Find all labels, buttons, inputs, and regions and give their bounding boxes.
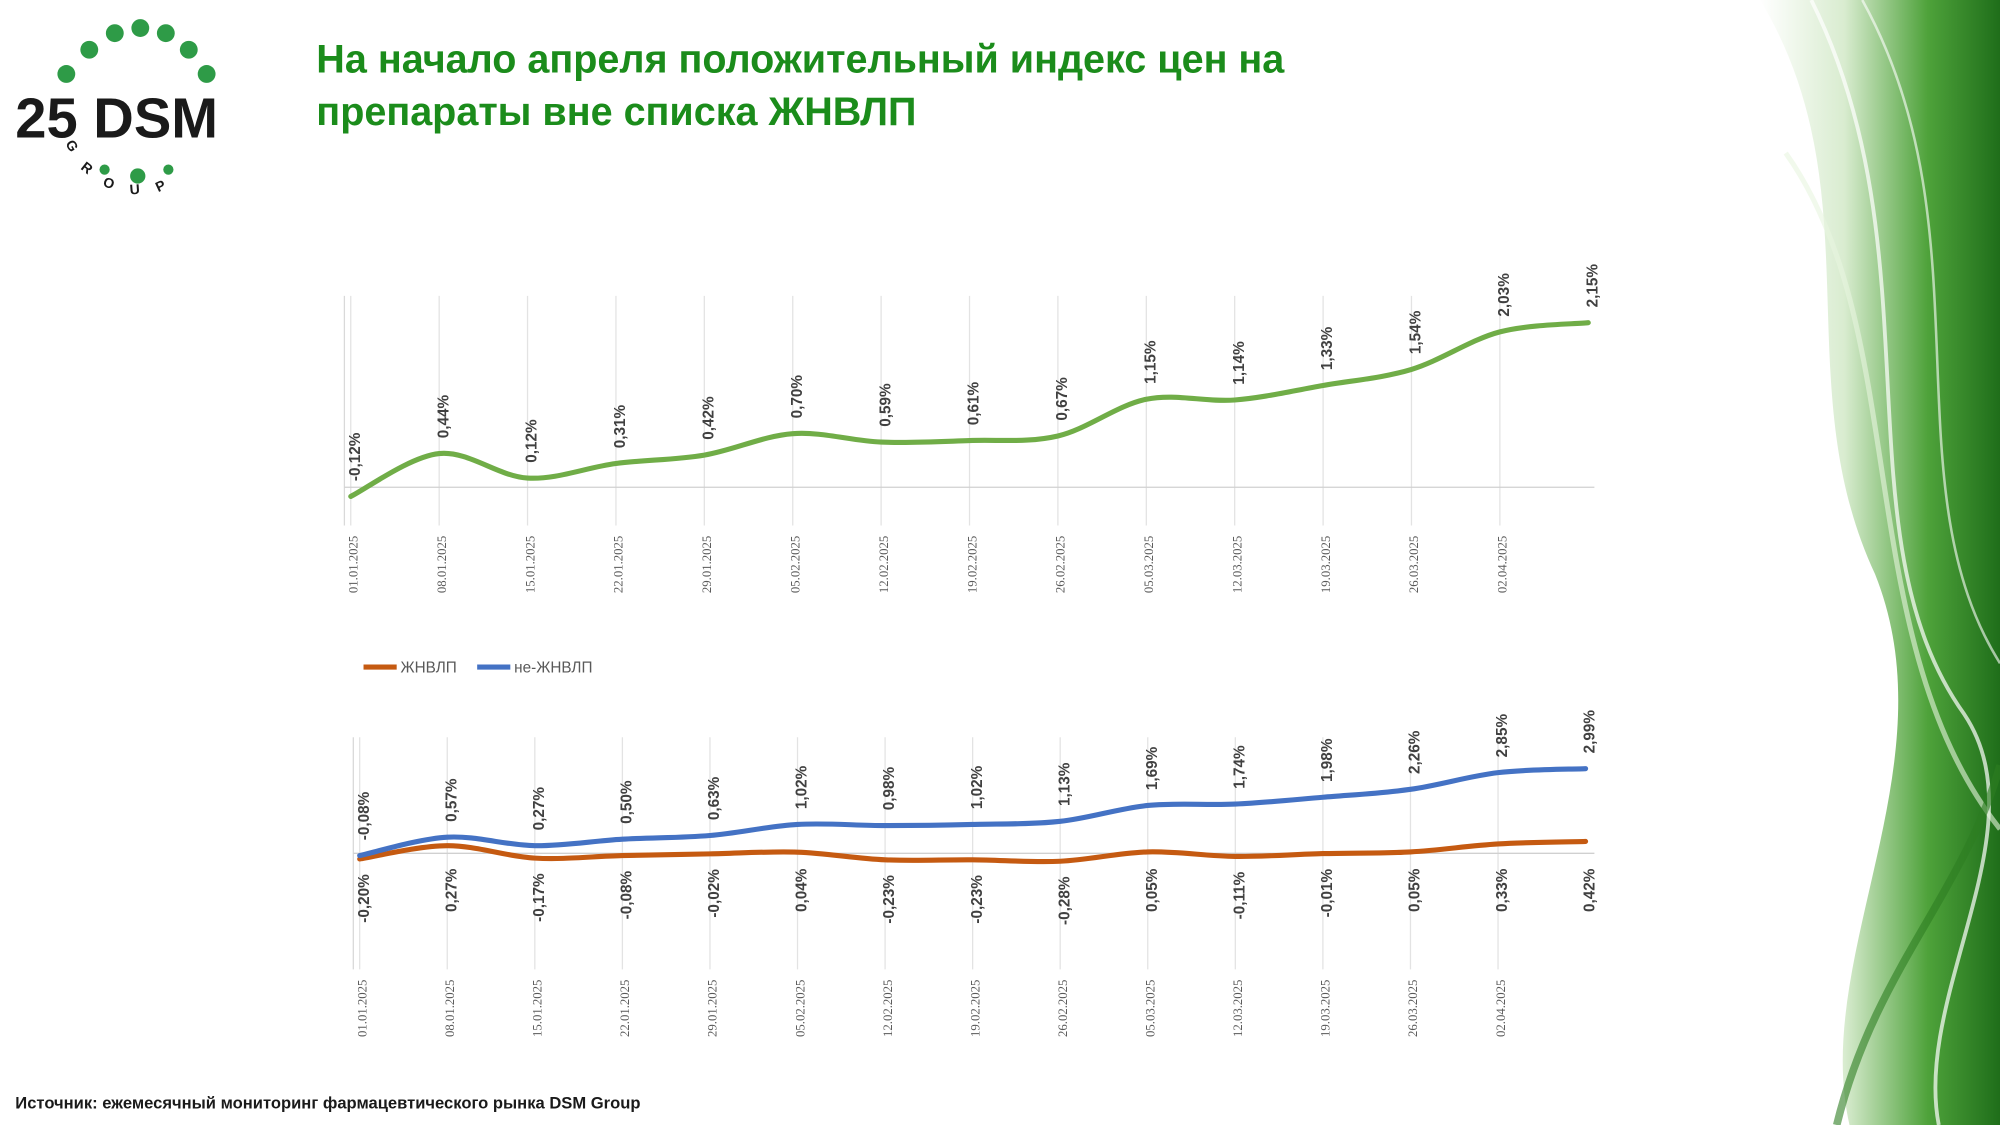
- data-label: -0,23%: [881, 875, 898, 924]
- data-label: 2,26%: [1407, 730, 1424, 774]
- x-tick-label: 05.02.2025: [788, 536, 802, 593]
- x-tick-label: 05.03.2025: [1144, 980, 1158, 1037]
- logo-text: 25 DSM: [15, 87, 218, 150]
- data-label: 2,15%: [1584, 264, 1601, 308]
- data-label: 0,70%: [789, 375, 806, 419]
- line: [357, 838, 1589, 865]
- decoration: [1760, 0, 2000, 1125]
- x-tick-label: 19.02.2025: [968, 980, 982, 1037]
- x-tick-label: 12.02.2025: [877, 536, 891, 593]
- data-label: 0,59%: [877, 383, 894, 427]
- x-tick-label: 15.01.2025: [523, 536, 537, 593]
- data-label: 1,13%: [1056, 762, 1073, 806]
- x-tick-label: 01.01.2025: [347, 536, 361, 593]
- data-label: 0,44%: [435, 394, 452, 438]
- x-tick-label: 15.01.2025: [531, 980, 545, 1037]
- legend-label: не-ЖНВЛП: [514, 659, 592, 676]
- data-label: -0,20%: [356, 874, 373, 923]
- data-label: 1,02%: [969, 765, 986, 809]
- data-label: -0,17%: [531, 873, 548, 922]
- data-label: 0,27%: [531, 787, 548, 831]
- data-label: -0,02%: [706, 869, 723, 918]
- data-label: 1,33%: [1319, 326, 1336, 370]
- data-label: -0,01%: [1319, 869, 1336, 918]
- data-label: 0,33%: [1494, 868, 1511, 912]
- data-label: -0,12%: [347, 432, 364, 481]
- logo: 25 DSM GROUP: [15, 19, 218, 197]
- x-tick-label: 12.03.2025: [1230, 536, 1244, 593]
- data-label: 0,42%: [1582, 868, 1599, 912]
- x-tick-label: 01.01.2025: [355, 980, 369, 1037]
- data-label: 0,05%: [1144, 868, 1161, 912]
- data-label: 1,98%: [1319, 738, 1336, 782]
- legend-label: ЖНВЛП: [401, 659, 457, 676]
- data-label: 0,98%: [881, 766, 898, 810]
- x-tick-label: 12.03.2025: [1231, 980, 1245, 1037]
- x-tick-label: 05.02.2025: [793, 980, 807, 1037]
- x-tick-label: 22.01.2025: [618, 980, 632, 1037]
- data-label: 2,85%: [1494, 714, 1511, 758]
- x-tick-label: 02.04.2025: [1496, 536, 1510, 593]
- x-tick-label: 26.02.2025: [1056, 980, 1070, 1037]
- data-label: 0,63%: [706, 776, 723, 820]
- x-tick-label: 08.01.2025: [443, 980, 457, 1037]
- data-label: 1,02%: [794, 765, 811, 809]
- x-tick-label: 22.01.2025: [612, 536, 626, 593]
- data-label: -0,08%: [356, 791, 373, 840]
- source: Источник: ежемесячный мониторинг фармаце…: [15, 1093, 640, 1112]
- data-label: 0,05%: [1407, 868, 1424, 912]
- data-label: 0,57%: [443, 778, 460, 822]
- data-label: -0,23%: [969, 875, 986, 924]
- x-tick-label: 26.02.2025: [1054, 536, 1068, 593]
- data-label: 0,12%: [524, 419, 541, 463]
- data-label: 0,04%: [794, 868, 811, 912]
- x-tick-label: 08.01.2025: [435, 536, 449, 593]
- line: [357, 766, 1589, 859]
- x-tick-label: 19.02.2025: [965, 536, 979, 593]
- data-label: 0,42%: [700, 396, 717, 440]
- data-label: -0,28%: [1056, 876, 1073, 925]
- x-tick-label: 19.03.2025: [1319, 536, 1333, 593]
- data-label: 0,61%: [966, 381, 983, 425]
- x-tick-label: 29.01.2025: [700, 536, 714, 593]
- x-tick-label: 05.03.2025: [1142, 536, 1156, 593]
- data-label: 0,31%: [612, 404, 629, 448]
- data-label: 2,99%: [1582, 710, 1599, 754]
- data-label: 1,69%: [1144, 746, 1161, 790]
- x-tick-label: 26.03.2025: [1407, 536, 1421, 593]
- data-label: 1,14%: [1231, 341, 1248, 385]
- data-label: 1,15%: [1142, 340, 1159, 384]
- data-label: 1,54%: [1408, 310, 1425, 354]
- x-tick-label: 29.01.2025: [706, 980, 720, 1037]
- x-tick-label: 19.03.2025: [1319, 980, 1333, 1037]
- data-label: 1,74%: [1231, 745, 1248, 789]
- data-label: 0,27%: [443, 868, 460, 912]
- title-line: На начало апреля положительный индекс це…: [316, 38, 1285, 82]
- x-tick-label: 02.04.2025: [1494, 980, 1508, 1037]
- x-tick-label: 12.02.2025: [881, 980, 895, 1037]
- line: [348, 320, 1591, 499]
- title-line: препараты вне списка ЖНВЛП: [316, 90, 916, 134]
- data-label: -0,08%: [619, 870, 636, 919]
- data-label: 0,67%: [1054, 377, 1071, 421]
- data-label: 0,50%: [619, 780, 636, 824]
- data-label: 2,03%: [1496, 273, 1513, 317]
- x-tick-label: 26.03.2025: [1406, 980, 1420, 1037]
- data-label: -0,11%: [1231, 871, 1248, 919]
